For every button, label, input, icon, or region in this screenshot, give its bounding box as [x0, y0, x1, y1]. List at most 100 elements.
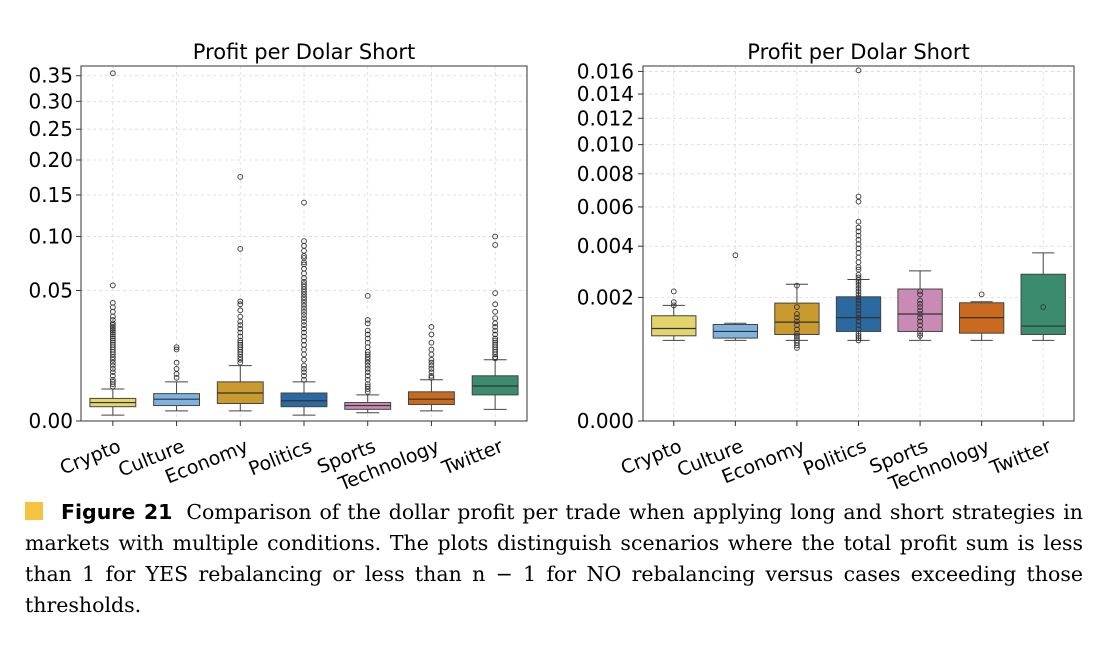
outlier-point: [794, 322, 800, 329]
outlier-point: [917, 326, 923, 333]
outlier-point: [237, 246, 244, 252]
outlier-point: [492, 290, 498, 296]
outlier-point: [794, 318, 800, 325]
outlier-point: [110, 372, 116, 379]
box-culture: [712, 252, 759, 341]
outlier-point: [855, 326, 862, 333]
outlier-point: [110, 359, 116, 366]
outlier-point: [364, 351, 371, 358]
iqr-box: [835, 296, 882, 332]
outlier-point: [794, 311, 800, 317]
outlier-point: [428, 369, 435, 376]
outlier-point: [237, 301, 244, 308]
outlier-point: [492, 351, 498, 358]
outlier-point: [237, 307, 244, 314]
outlier-point: [855, 224, 862, 231]
outlier-point: [917, 318, 923, 325]
outlier-point: [917, 314, 923, 321]
outlier-point: [364, 292, 371, 299]
outlier-point: [364, 386, 371, 392]
outlier-point: [110, 327, 116, 334]
outlier-point: [301, 372, 307, 379]
outlier-point: [855, 218, 862, 225]
outlier-point: [364, 335, 371, 342]
outlier-point: [917, 330, 923, 337]
caption-figure-label: Figure 21: [61, 500, 173, 524]
outlier-point: [917, 307, 923, 314]
y-tick-label: 0.00: [28, 409, 73, 433]
outlier-point: [364, 354, 371, 360]
outlier-point: [917, 332, 923, 339]
right-boxplot-panel: 0.000 0.002 0.004 0.006 0.008 0.010 0.0120.014…: [577, 40, 1075, 490]
outlier-point: [301, 299, 307, 306]
outlier-point: [917, 311, 923, 317]
outlier-point: [428, 372, 435, 379]
outlier-point: [855, 67, 862, 74]
outlier-point: [855, 311, 862, 317]
outlier-point: [173, 344, 180, 351]
box-technology: [958, 291, 1005, 341]
x-tick-label: Crypto: [57, 435, 124, 479]
outlier-point: [670, 299, 677, 305]
box-sports: [344, 292, 392, 414]
iqr-box: [651, 315, 697, 337]
x-tick-label: Politics: [246, 435, 315, 480]
outlier-point: [301, 356, 307, 363]
box-politics: [280, 199, 328, 416]
figure-caption: Figure 21 Comparison of the dollar profi…: [25, 497, 1083, 621]
outlier-point: [110, 333, 116, 340]
outlier-point: [917, 300, 923, 307]
outlier-point: [364, 383, 371, 390]
outlier-point: [794, 326, 800, 333]
outlier-point: [364, 331, 371, 338]
outlier-point: [855, 277, 862, 283]
x-tick-label: Twitter: [986, 435, 1054, 480]
outlier-point: [110, 325, 116, 332]
outlier-point: [492, 335, 498, 342]
outlier-point: [855, 294, 862, 301]
outlier-point: [855, 291, 862, 298]
outlier-point: [237, 298, 244, 305]
outlier-point: [428, 339, 435, 346]
x-tick-label: Twitter: [438, 435, 506, 480]
outlier-point: [110, 329, 116, 336]
outlier-point: [301, 305, 307, 312]
outlier-point: [364, 359, 371, 366]
outlier-point: [855, 264, 862, 270]
outlier-point: [110, 322, 116, 328]
y-tick-label: 0.30: [28, 89, 73, 113]
outlier-point: [110, 320, 116, 327]
outlier-point: [978, 291, 985, 298]
outlier-point: [492, 233, 498, 240]
outlier-point: [301, 302, 307, 309]
box-politics: [835, 67, 882, 344]
outlier-point: [110, 365, 116, 372]
outlier-point: [237, 318, 244, 325]
outlier-point: [428, 374, 435, 381]
caption-text: Comparison of the dollar profit per trad…: [25, 500, 1083, 617]
outlier-point: [732, 252, 739, 259]
y-tick-label: 0.000: [577, 409, 634, 433]
chart-title: Profit per Dolar Short: [747, 40, 969, 64]
outlier-point: [237, 356, 244, 363]
outlier-point: [855, 307, 862, 314]
outlier-point: [492, 320, 498, 327]
y-tick-label: 0.20: [28, 148, 73, 172]
outlier-point: [110, 356, 116, 363]
outlier-point: [492, 327, 498, 334]
outlier-point: [364, 388, 371, 395]
outlier-point: [670, 288, 677, 295]
outlier-point: [301, 259, 307, 266]
outlier-point: [492, 308, 498, 315]
figure: 0.000.050.100.150.200.250.300.35CryptoCu…: [28, 40, 1075, 490]
outlier-point: [301, 294, 307, 301]
box-sports: [897, 270, 943, 341]
outlier-point: [855, 314, 862, 321]
outlier-point: [794, 304, 800, 310]
outlier-point: [794, 345, 800, 351]
chart-title: Profit per Dolar Short: [193, 40, 415, 64]
y-tick-label: 0.10: [28, 224, 73, 248]
outlier-point: [492, 324, 498, 330]
outlier-point: [428, 362, 435, 369]
y-tick-label: 0.012: [577, 106, 634, 130]
